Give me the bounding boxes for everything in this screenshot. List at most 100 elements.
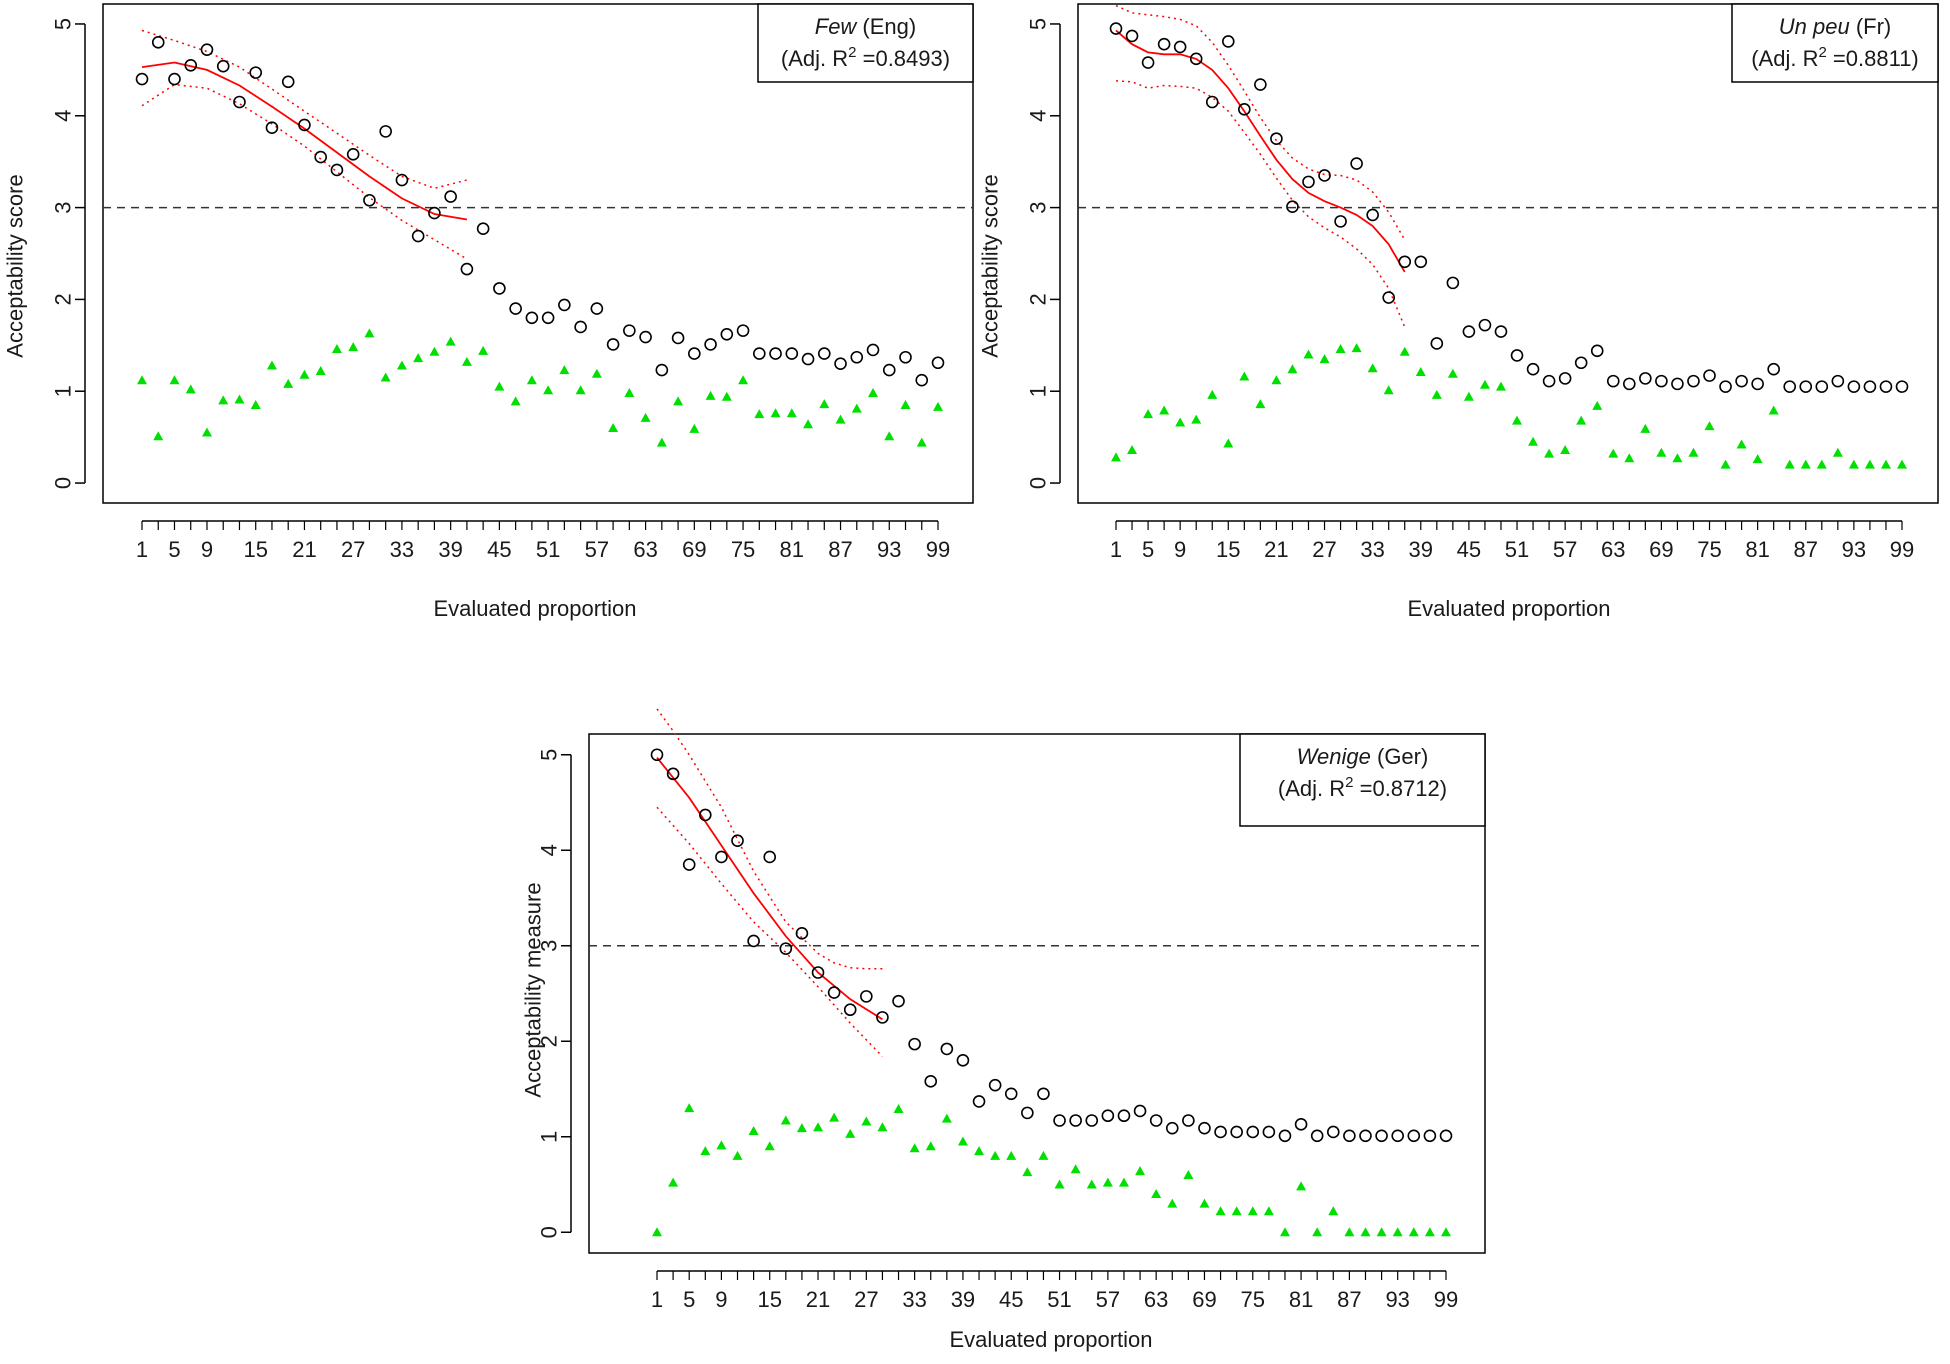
lower-bound-point bbox=[990, 1150, 1001, 1160]
lower-bound-point bbox=[1183, 1169, 1194, 1179]
lower-bound-point bbox=[861, 1116, 872, 1126]
observed-point bbox=[956, 1054, 970, 1067]
legend-box bbox=[1239, 733, 1486, 827]
lower-bound-point bbox=[1223, 438, 1234, 448]
observed-point bbox=[1606, 374, 1620, 388]
observed-point bbox=[940, 1042, 954, 1056]
observed-point bbox=[892, 994, 905, 1008]
x-tick-label: 99 bbox=[1434, 1287, 1458, 1312]
x-tick-label: 81 bbox=[780, 537, 804, 562]
x-tick-label: 57 bbox=[1096, 1287, 1120, 1312]
x-tick-label: 93 bbox=[877, 537, 901, 562]
observed-point bbox=[590, 302, 604, 315]
observed-point bbox=[1430, 337, 1444, 350]
lower-bound-point bbox=[1592, 400, 1603, 410]
plot-frame bbox=[102, 3, 974, 504]
observed-point bbox=[1221, 35, 1235, 48]
observed-point bbox=[1053, 1114, 1066, 1127]
observed-point bbox=[1286, 200, 1299, 213]
lower-bound-point bbox=[283, 378, 294, 388]
observed-point bbox=[715, 850, 728, 864]
observed-point bbox=[866, 343, 880, 357]
x-tick-label: 75 bbox=[1241, 1287, 1265, 1312]
x-tick-label: 5 bbox=[168, 537, 180, 562]
legend-stat-value: =0.8493) bbox=[857, 46, 951, 71]
lower-bound-point bbox=[916, 437, 927, 447]
observed-point bbox=[811, 966, 825, 979]
lower-bound-point bbox=[884, 431, 895, 441]
lower-bound-point bbox=[835, 414, 846, 424]
observed-point bbox=[168, 72, 181, 86]
observed-point bbox=[1542, 374, 1556, 388]
x-tick-label: 51 bbox=[1505, 537, 1529, 562]
lower-bound-point bbox=[796, 1123, 807, 1133]
lower-bound-point bbox=[1640, 423, 1651, 433]
lower-bound-point bbox=[1832, 447, 1843, 457]
observed-point bbox=[817, 347, 831, 360]
lower-bound-point bbox=[716, 1140, 727, 1150]
lower-bound-point bbox=[1376, 1227, 1387, 1237]
lower-bound-point bbox=[1271, 375, 1282, 385]
observed-point bbox=[1439, 1129, 1453, 1143]
lower-bound-point bbox=[1608, 448, 1619, 458]
lower-bound-point bbox=[1864, 459, 1875, 469]
observed-point bbox=[1157, 37, 1171, 51]
observed-point bbox=[1182, 1114, 1195, 1127]
lower-bound-point bbox=[1296, 1181, 1307, 1191]
observed-point bbox=[1069, 1114, 1082, 1127]
x-tick-label: 87 bbox=[1337, 1287, 1361, 1312]
observed-point bbox=[509, 302, 522, 315]
observed-point bbox=[379, 125, 392, 138]
lower-bound-point bbox=[348, 342, 359, 352]
lower-bound-point bbox=[868, 388, 879, 398]
ci-lower-line bbox=[141, 83, 468, 260]
lower-bound-point bbox=[1360, 1227, 1371, 1237]
observed-point bbox=[1334, 215, 1347, 228]
lower-bound-point bbox=[461, 356, 472, 366]
lower-bound-point bbox=[250, 399, 261, 409]
observed-point bbox=[1117, 1109, 1131, 1123]
observed-point bbox=[876, 1011, 889, 1024]
observed-point bbox=[1350, 157, 1363, 170]
observed-point bbox=[1687, 374, 1700, 388]
observed-point bbox=[1478, 318, 1492, 332]
lower-bound-point bbox=[748, 1126, 759, 1136]
x-tick-label: 21 bbox=[1264, 537, 1288, 562]
observed-point bbox=[1407, 1129, 1421, 1143]
lower-bound-point bbox=[652, 1227, 662, 1237]
legend-title: Un peu (Fr) bbox=[1779, 14, 1891, 39]
observed-point bbox=[1214, 1125, 1227, 1139]
x-tick-label: 27 bbox=[1312, 537, 1336, 562]
legend-stat-label: (Adj. R bbox=[1751, 46, 1818, 71]
x-tick-label: 99 bbox=[926, 537, 950, 562]
observed-point bbox=[1173, 40, 1187, 54]
observed-point bbox=[1198, 1121, 1211, 1135]
observed-point bbox=[525, 311, 539, 325]
lower-bound-point bbox=[1752, 454, 1763, 464]
y-tick-label: 0 bbox=[51, 477, 76, 489]
legend-word: Few bbox=[815, 14, 859, 39]
observed-point bbox=[184, 58, 198, 72]
observed-point bbox=[736, 324, 750, 337]
observed-point bbox=[1462, 325, 1476, 338]
observed-point bbox=[1109, 22, 1123, 35]
lower-bound-point bbox=[380, 372, 391, 382]
observed-point bbox=[882, 363, 896, 377]
observed-point bbox=[704, 338, 717, 351]
plot-frame bbox=[588, 733, 1486, 1254]
lower-bound-point bbox=[673, 396, 684, 406]
lower-bound-point bbox=[1070, 1164, 1081, 1174]
observed-point bbox=[1021, 1106, 1034, 1120]
lower-bound-point bbox=[754, 409, 765, 419]
legend-box bbox=[1731, 3, 1939, 83]
y-tick-label: 0 bbox=[537, 1226, 562, 1238]
x-tick-label: 93 bbox=[1385, 1287, 1409, 1312]
observed-point bbox=[1238, 103, 1251, 116]
observed-point bbox=[363, 193, 376, 207]
lower-bound-point bbox=[1151, 1189, 1162, 1199]
legend-title: Few (Eng) bbox=[815, 14, 916, 39]
lower-bound-point bbox=[1560, 444, 1571, 454]
lower-bound-point bbox=[909, 1143, 920, 1153]
